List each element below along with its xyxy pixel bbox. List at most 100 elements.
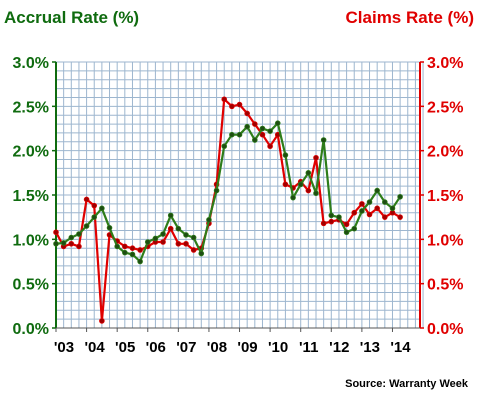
x-tick-label: '06 <box>146 339 166 356</box>
accrual-rate-point <box>213 187 220 194</box>
accrual-rate-point <box>229 131 235 138</box>
x-tick-label: '04 <box>84 339 105 356</box>
accrual-rate-point <box>53 240 59 247</box>
claims-rate-point <box>382 214 388 220</box>
claims-rate-point <box>190 247 197 253</box>
x-tick-label: '08 <box>207 339 227 356</box>
x-tick-label: '03 <box>54 339 74 356</box>
accrual-rate-point <box>91 214 98 220</box>
claims-rate-point <box>351 209 358 216</box>
accrual-rate-point <box>343 229 350 236</box>
accrual-rate-point <box>382 199 388 205</box>
accrual-rate-point <box>137 258 143 265</box>
right-tick-label: 0.5% <box>427 277 463 294</box>
x-tick-label: '12 <box>329 339 349 356</box>
x-tick-label: '13 <box>360 339 380 356</box>
accrual-rate-point <box>167 212 174 219</box>
right-axis-title: Claims Rate (%) <box>345 8 474 27</box>
claims-rate-point <box>68 240 75 247</box>
accrual-rate-point <box>76 231 82 237</box>
accrual-rate-point <box>359 208 365 214</box>
claims-rate-point <box>343 221 350 228</box>
claims-rate-point <box>76 243 82 250</box>
accrual-rate-point <box>122 249 128 256</box>
left-tick-label: 3.0% <box>13 55 49 72</box>
claims-rate-point <box>267 143 273 150</box>
claims-rate-point <box>229 103 235 110</box>
x-tick-label: '05 <box>115 339 135 356</box>
accrual-rate-point <box>83 223 90 229</box>
claims-rate-point <box>397 214 403 220</box>
accrual-rate-point <box>259 125 266 132</box>
accrual-rate-point <box>320 137 327 143</box>
accrual-rate-point <box>190 234 197 241</box>
right-tick-label: 1.5% <box>427 188 463 205</box>
claims-rate-point <box>129 245 136 252</box>
claims-rate-point <box>366 211 373 218</box>
claims-rate-point <box>282 181 289 188</box>
accrual-rate-point <box>160 231 166 237</box>
claims-rate-point <box>259 131 266 138</box>
x-tick-label: '14 <box>390 339 411 356</box>
left-axis-title: Accrual Rate (%) <box>4 8 140 27</box>
claims-rate-point <box>252 121 258 127</box>
x-tick-label: '10 <box>268 339 288 356</box>
right-tick-label: 1.0% <box>427 232 463 249</box>
accrual-rate-point <box>336 214 342 220</box>
claims-rate-point <box>244 110 250 117</box>
accrual-rate-point <box>106 225 113 231</box>
accrual-rate-point <box>274 120 281 126</box>
source-note: Source: Warranty Week <box>345 378 468 390</box>
x-tick-label: '07 <box>176 339 196 356</box>
accrual-rate-point <box>68 234 75 241</box>
accrual-rate-point <box>328 212 335 219</box>
accrual-rate-point <box>351 225 358 232</box>
claims-rate-point <box>122 243 128 250</box>
claims-rate-point <box>160 239 166 245</box>
accrual-rate-point <box>152 235 159 242</box>
right-tick-label: 3.0% <box>427 55 463 72</box>
claims-rate-point <box>99 318 105 324</box>
claims-rate-point <box>183 240 189 247</box>
accrual-rate-point <box>366 199 373 205</box>
claims-rate-point <box>221 96 228 103</box>
claims-rate-point <box>175 240 182 247</box>
accrual-rate-point <box>206 217 212 223</box>
left-tick-label: 1.0% <box>13 232 49 249</box>
left-tick-label: 0.0% <box>13 321 49 338</box>
claims-rate-point <box>91 202 98 209</box>
accrual-rate-point <box>236 131 243 138</box>
accrual-rate-point <box>290 194 296 201</box>
claims-rate-point <box>305 187 312 194</box>
accrual-rate-point <box>397 193 403 200</box>
accrual-rate-point <box>99 205 105 212</box>
accrual-rate-point <box>389 205 396 212</box>
right-tick-label: 0.0% <box>427 321 463 338</box>
left-tick-label: 2.0% <box>13 144 49 161</box>
claims-rate-point <box>359 201 365 207</box>
claims-rate-point <box>328 218 335 225</box>
claims-rate-point <box>137 247 143 253</box>
claims-rate-point <box>236 101 243 108</box>
right-tick-label: 2.0% <box>427 144 463 161</box>
accrual-rate-line <box>55 122 402 263</box>
accrual-rate-point <box>313 190 319 197</box>
x-tick-label: '11 <box>299 339 318 356</box>
claims-rate-point <box>313 154 319 161</box>
accrual-rate-point <box>183 232 189 238</box>
accrual-rate-point <box>305 170 312 176</box>
accrual-rate-point <box>252 137 258 143</box>
accrual-rate-point <box>114 243 120 250</box>
claims-rate-point <box>374 205 380 212</box>
claims-rate-point <box>320 220 327 227</box>
accrual-rate-point <box>198 250 205 257</box>
accrual-rate-point <box>129 251 136 258</box>
claims-rate-point <box>167 225 174 232</box>
accrual-rate-point <box>374 187 380 194</box>
left-tick-label: 0.5% <box>13 277 49 294</box>
right-tick-label: 2.5% <box>427 99 463 116</box>
accrual-rate-point <box>144 239 151 245</box>
accrual-rate-point <box>175 225 182 232</box>
